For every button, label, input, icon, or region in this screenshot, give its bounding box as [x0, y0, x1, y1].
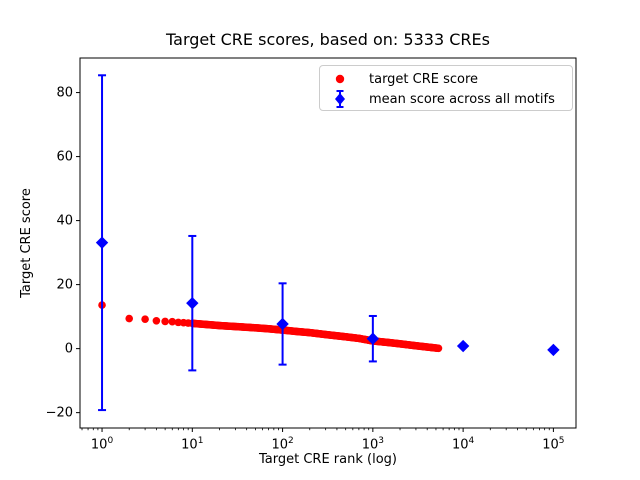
red-data-point	[141, 315, 149, 323]
red-data-point	[125, 314, 134, 323]
y-tick-label: 0	[64, 341, 73, 357]
red-dot-icon	[320, 71, 360, 87]
x-tick-label: 100	[90, 436, 114, 453]
y-tick-label: 80	[56, 85, 73, 101]
y-tick-label: 60	[56, 149, 73, 165]
blue-diamond-errorbar-icon	[320, 89, 360, 109]
legend: target CRE score mean score across all m…	[319, 65, 573, 111]
blue-diamond-point	[95, 236, 109, 249]
x-tick-label: 105	[542, 436, 565, 453]
x-tick-label: 101	[181, 436, 204, 453]
blue-diamond-point	[366, 332, 380, 345]
blue-diamond-point	[547, 343, 560, 357]
legend-item-target-cre-score: target CRE score	[320, 69, 572, 89]
x-axis-label: Target CRE rank (log)	[259, 452, 397, 467]
red-data-point	[434, 344, 443, 353]
red-data-point	[168, 317, 177, 326]
x-tick-label: 104	[451, 436, 475, 453]
blue-diamond-point	[456, 339, 470, 353]
y-tick-label: 40	[56, 213, 73, 229]
legend-item-mean-score: mean score across all motifs	[320, 89, 572, 109]
y-tick-label: −20	[45, 405, 73, 421]
legend-label: mean score across all motifs	[369, 91, 555, 107]
chart-title: Target CRE scores, based on: 5333 CREs	[166, 30, 490, 49]
y-tick-label: 20	[56, 277, 73, 293]
blue-diamond-point	[186, 296, 199, 310]
red-data-point	[152, 316, 161, 325]
x-tick-label: 103	[361, 436, 384, 453]
blue-diamond-point	[276, 317, 289, 331]
legend-label: target CRE score	[369, 71, 479, 87]
x-tick-label: 102	[271, 436, 294, 453]
red-data-point	[161, 317, 169, 326]
axes-frame	[79, 57, 577, 429]
